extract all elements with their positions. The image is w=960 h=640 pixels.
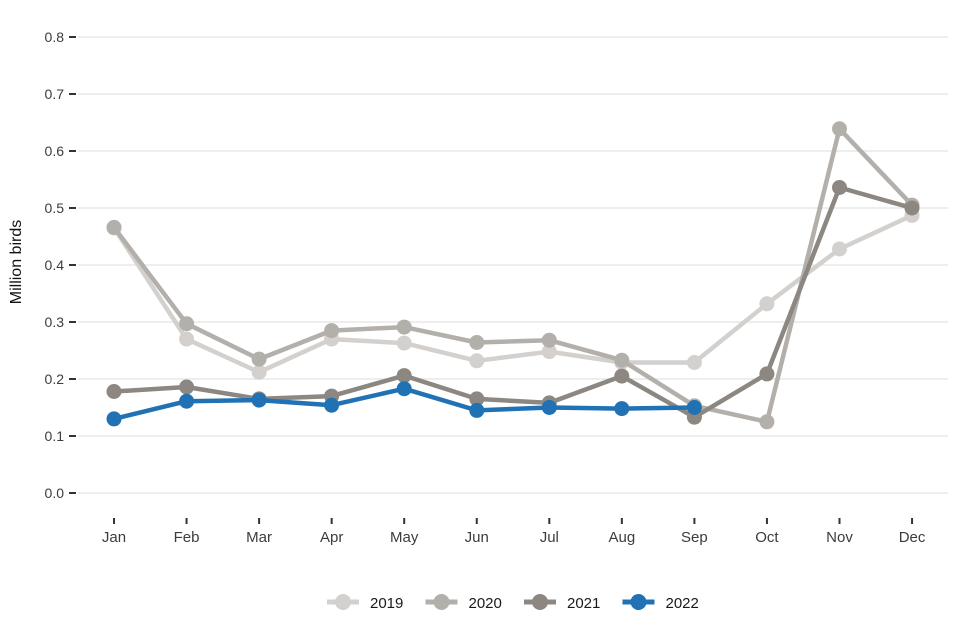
- series-point-2020-Jun: [469, 335, 485, 350]
- series-point-2022-Jul: [541, 400, 557, 415]
- legend: 2019 2020 2021 2022: [327, 594, 699, 612]
- series-point-2021-Oct: [759, 366, 775, 382]
- legend-marker-dot-2022: [630, 594, 647, 610]
- series-point-2020-Oct: [759, 414, 775, 430]
- x-tick-label-May: May: [390, 529, 419, 546]
- series-point-2019-Jul: [541, 344, 557, 360]
- legend-item-2022: 2022: [622, 594, 699, 612]
- y-tick-label-0.1: 0.1: [45, 428, 65, 444]
- y-tick-label-0.7: 0.7: [45, 86, 65, 102]
- series-line-2019: [111, 213, 915, 375]
- series-point-2022-Jan: [106, 411, 122, 427]
- legend-item-2019: 2019: [327, 594, 403, 612]
- series-point-2020-Jan: [106, 219, 122, 235]
- legend-marker-dot-2020: [433, 594, 450, 610]
- legend-item-2020: 2020: [425, 594, 502, 612]
- y-tick-label-0.0: 0.0: [45, 485, 65, 501]
- legend-label-2022: 2022: [666, 595, 699, 612]
- legend-marker-dot-2019: [335, 594, 351, 610]
- series-point-2019-Jun: [469, 353, 485, 369]
- series-point-2021-Nov: [832, 180, 847, 195]
- x-tick-label-Mar: Mar: [246, 529, 272, 546]
- series-point-2020-Aug: [614, 352, 630, 368]
- series-point-2022-Feb: [179, 393, 195, 409]
- series-point-2021-Jan: [106, 384, 122, 399]
- x-tick-label-Oct: Oct: [755, 529, 779, 546]
- x-tick-label-Jul: Jul: [540, 529, 559, 546]
- legend-label-2021: 2021: [567, 595, 600, 612]
- series-2020: [106, 121, 920, 430]
- series-point-2020-Mar: [251, 351, 267, 367]
- gridlines: [78, 36, 948, 494]
- series-point-2020-Feb: [179, 316, 195, 332]
- series-point-2021-Feb: [179, 379, 195, 395]
- y-tick-label-0.2: 0.2: [45, 371, 65, 387]
- series-point-2021-Aug: [614, 368, 630, 384]
- series-point-2021-May: [396, 368, 412, 384]
- series-point-2020-Nov: [832, 121, 847, 137]
- series-point-2022-Aug: [614, 401, 630, 417]
- y-axis-title: Million birds: [8, 220, 25, 304]
- data-series: [106, 121, 920, 430]
- y-tick-label-0.5: 0.5: [45, 200, 65, 216]
- axis-labels: 0.0 0.1 0.2 0.3 0.4 0.5 0.6 0.7 0.8 Jan Feb Mar Apr M…: [45, 29, 926, 546]
- x-tick-label-Jun: Jun: [465, 529, 489, 546]
- legend-marker-dot-2021: [532, 594, 548, 610]
- y-tick-label-0.8: 0.8: [45, 29, 65, 45]
- series-point-2019-Oct: [759, 296, 775, 312]
- series-point-2019-May: [396, 335, 412, 351]
- series-point-2020-Apr: [324, 323, 340, 339]
- series-point-2019-Feb: [179, 331, 195, 347]
- legend-label-2020: 2020: [469, 595, 502, 612]
- x-tick-label-Aug: Aug: [608, 529, 635, 546]
- series-point-2020-May: [396, 319, 412, 335]
- series-point-2021-Dec: [904, 200, 920, 216]
- legend-item-2021: 2021: [524, 594, 600, 612]
- x-tick-label-Sep: Sep: [681, 529, 708, 546]
- y-tick-label-0.6: 0.6: [45, 143, 65, 159]
- series-2022: [106, 381, 702, 427]
- axis-ticks: [69, 36, 914, 524]
- legend-label-2019: 2019: [370, 595, 403, 612]
- series-point-2022-Apr: [324, 397, 340, 413]
- series-point-2019-Mar: [251, 364, 267, 380]
- series-point-2022-Sep: [686, 400, 702, 415]
- series-point-2022-Jun: [469, 402, 485, 418]
- y-tick-label-0.3: 0.3: [45, 314, 65, 330]
- series-point-2019-Sep: [686, 355, 702, 370]
- series-2019: [106, 207, 920, 380]
- series-point-2022-Mar: [251, 392, 267, 408]
- series-point-2020-Jul: [541, 332, 557, 348]
- x-tick-label-Jan: Jan: [102, 529, 126, 546]
- x-tick-label-Dec: Dec: [899, 529, 926, 546]
- series-line-2020: [111, 126, 915, 425]
- series-point-2022-May: [396, 381, 412, 397]
- y-tick-label-0.4: 0.4: [45, 257, 65, 273]
- series-line-2021: [111, 185, 915, 420]
- series-point-2021-Jun: [469, 391, 485, 407]
- x-tick-label-Apr: Apr: [320, 529, 343, 546]
- series-point-2019-Nov: [832, 241, 847, 257]
- x-tick-label-Feb: Feb: [174, 529, 200, 546]
- x-tick-label-Nov: Nov: [826, 529, 853, 546]
